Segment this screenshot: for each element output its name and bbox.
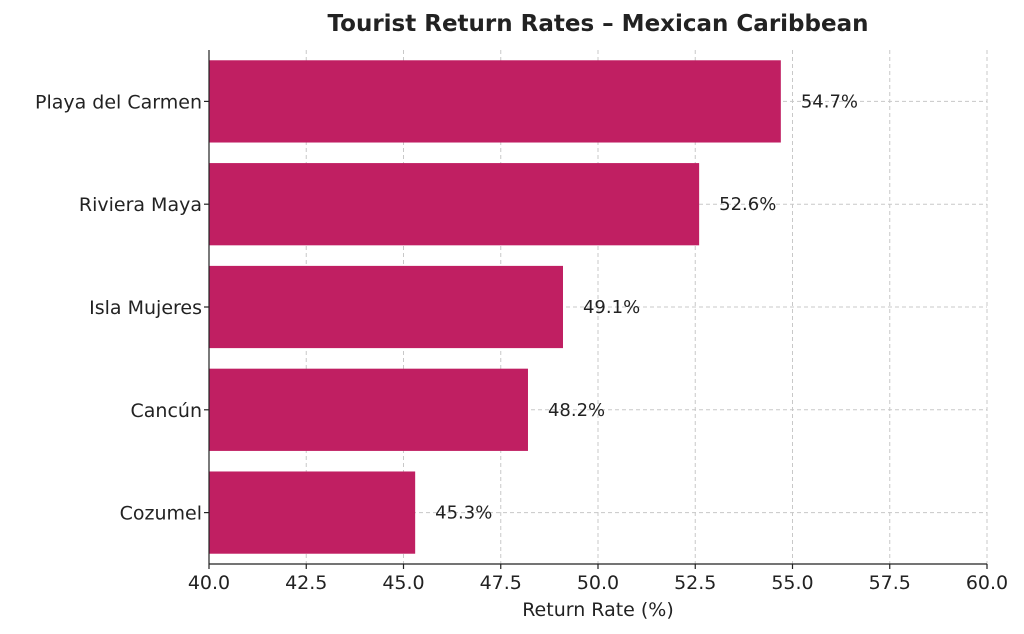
x-tick-label: 57.5 [869, 572, 911, 594]
category-label: Cozumel [120, 503, 202, 525]
data-label: 54.7% [801, 91, 858, 112]
data-label: 45.3% [435, 503, 492, 524]
data-label: 49.1% [583, 297, 640, 318]
bar [209, 60, 781, 143]
chart-title: Tourist Return Rates – Mexican Caribbean [328, 11, 869, 37]
x-tick-label: 40.0 [188, 572, 230, 594]
x-tick-label: 50.0 [577, 572, 619, 594]
x-tick-label: 52.5 [674, 572, 716, 594]
bar [209, 265, 563, 349]
x-tick-label: 60.0 [966, 572, 1008, 594]
bar [209, 368, 528, 451]
data-label: 52.6% [719, 194, 776, 215]
x-axis-label: Return Rate (%) [522, 599, 674, 621]
x-tick-label: 45.0 [382, 572, 424, 594]
bars: 54.7% 52.6% 49.1% 48.2% 45.3% [209, 60, 858, 554]
category-label: Playa del Carmen [35, 91, 202, 113]
category-label: Cancún [131, 400, 202, 422]
x-tick-label: 42.5 [285, 572, 327, 594]
data-label: 48.2% [548, 400, 605, 421]
category-label: Isla Mujeres [89, 297, 202, 319]
bar [209, 471, 416, 554]
x-tick-label: 47.5 [480, 572, 522, 594]
category-label: Riviera Maya [79, 194, 202, 216]
axes: Playa del Carmen Riviera Maya Isla Mujeres… [35, 50, 1008, 594]
x-tick-label: 55.0 [771, 572, 813, 594]
bar [209, 163, 700, 246]
